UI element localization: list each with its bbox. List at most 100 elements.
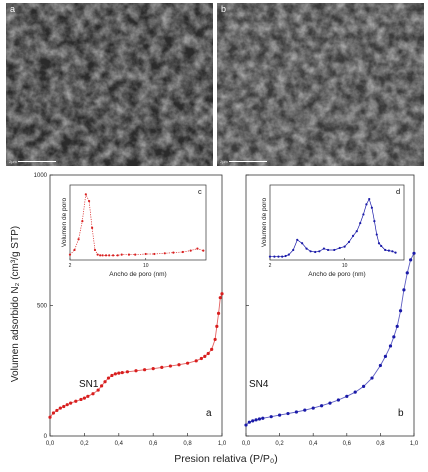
x-tick-label: 0,0 <box>46 441 55 447</box>
pore-distribution-point <box>296 238 299 242</box>
micrograph-b: b 2μm <box>217 3 424 166</box>
y-tick-label: 500 <box>37 304 48 310</box>
isotherm-point <box>160 365 164 369</box>
inset-y-axis-label: Volumen de poro <box>261 198 268 248</box>
inset-frame <box>269 184 405 261</box>
pore-distribution-point <box>112 254 115 257</box>
pore-distribution-point <box>377 242 381 245</box>
pore-distribution-point <box>96 253 99 256</box>
isotherm-point <box>103 380 107 384</box>
isotherm-point <box>336 398 340 402</box>
panel-b: 0,0 0,2 0,4 0,6 0,8 1,0 SN4 b 2 10 Ancho de poro (… <box>242 174 419 447</box>
pore-distribution-point <box>368 197 371 201</box>
panel-label: b <box>398 408 404 419</box>
inset-frame <box>69 184 207 261</box>
micrograph-a: a 2μm <box>6 3 213 166</box>
isotherm-point <box>213 337 217 342</box>
pore-distribution-point <box>153 252 156 256</box>
x-tick-label: 0,4 <box>309 441 318 447</box>
pore-distribution-point <box>359 222 362 225</box>
isotherm-point <box>261 416 265 420</box>
isotherm-line <box>245 253 415 426</box>
inset-y-axis-label: Volumen de poro <box>61 198 68 248</box>
pore-distribution-point <box>326 248 330 252</box>
inset-x-tick-label: 10 <box>143 263 149 269</box>
isotherm-point <box>110 373 114 378</box>
isotherm-point <box>398 309 403 313</box>
inset-panel-label: c <box>198 187 202 196</box>
pore-distribution-point <box>292 248 295 252</box>
y-tick-label: 1000 <box>34 173 48 179</box>
isotherm-point <box>113 372 117 376</box>
isotherm-point <box>117 371 121 375</box>
pore-distribution-point <box>73 248 76 252</box>
pore-distribution-line <box>270 198 396 258</box>
pore-distribution-point <box>355 230 358 233</box>
pore-distribution-point <box>375 233 378 236</box>
isotherm-point <box>405 271 409 275</box>
isotherm-point <box>294 410 298 414</box>
pore-distribution-point <box>287 253 290 256</box>
pore-distribution-point <box>387 249 391 252</box>
pore-distribution-point <box>104 254 108 257</box>
isotherm-point <box>82 396 86 400</box>
pore-distribution-point <box>370 206 373 209</box>
isotherm-point <box>320 404 324 408</box>
isotherm-point <box>218 296 222 300</box>
x-tick-label: 0,8 <box>376 441 385 447</box>
inset-x-tick-label: 10 <box>342 263 348 269</box>
isotherm-line <box>49 293 223 418</box>
isotherm-point <box>199 356 203 361</box>
pore-distribution-point <box>333 248 336 252</box>
pore-distribution-point <box>68 253 72 256</box>
inset-x-axis-label: Ancho de poro (nm) <box>308 271 365 278</box>
isotherm-point <box>203 354 207 358</box>
isotherm-point <box>254 418 258 422</box>
pore-distribution-point <box>127 253 131 256</box>
isotherm-point <box>328 401 332 405</box>
pore-distribution-point <box>99 254 102 257</box>
pore-distribution-point <box>144 252 147 256</box>
isotherm-point <box>370 376 374 380</box>
isotherm-point <box>106 376 111 380</box>
isotherm-point <box>362 384 366 389</box>
isotherm-point <box>79 397 83 402</box>
isotherm-point <box>65 403 69 407</box>
x-axis-label: Presion relativa (P/P₀) <box>174 453 278 465</box>
panel-a: 0,0 0,2 0,4 0,6 0,8 1,0 0 500 1000 SN1 a 2 10 Ancho d… <box>34 173 227 447</box>
sample-label: SN1 <box>79 379 99 390</box>
isotherm-point <box>388 344 393 348</box>
pore-distribution-point <box>309 250 312 253</box>
pore-distribution-point <box>108 254 111 257</box>
pore-distribution-point <box>134 253 137 256</box>
isotherm-point <box>395 324 399 328</box>
isotherm-point <box>303 408 307 412</box>
x-tick-label: 0,0 <box>242 441 251 447</box>
isotherm-point <box>55 408 59 413</box>
micrograph-a-image <box>6 3 213 166</box>
y-axis-label: Volumen adsorbido N₂ (cm³/g STP) <box>10 226 21 382</box>
isotherm-point <box>210 347 214 351</box>
pore-size-inset: 2 10 Ancho de poro (nm) Volumen de poro d <box>261 184 405 278</box>
inset-x-tick-label: 2 <box>269 263 272 269</box>
panel-label: a <box>206 408 212 419</box>
isotherm-point <box>120 370 124 375</box>
x-tick-label: 0,8 <box>183 441 192 447</box>
scale-bar-label: 2μm <box>220 159 228 164</box>
y-tick-label: 0 <box>44 434 48 440</box>
isotherm-point <box>48 415 52 419</box>
isotherm-point <box>251 419 255 423</box>
isotherm-point <box>311 406 315 410</box>
inset-panel-label: d <box>396 187 400 196</box>
pore-distribution-point <box>93 248 97 252</box>
pore-distribution-point <box>81 220 84 223</box>
pore-distribution-point <box>338 246 341 250</box>
pore-distribution-point <box>277 255 280 258</box>
isotherm-point <box>69 401 73 405</box>
isotherm-point <box>257 417 262 421</box>
micrograph-b-image <box>217 3 424 166</box>
pore-distribution-point <box>196 247 199 250</box>
x-tick-label: 0,6 <box>149 441 158 447</box>
pore-distribution-point <box>347 240 351 244</box>
isotherm-point <box>353 390 357 394</box>
